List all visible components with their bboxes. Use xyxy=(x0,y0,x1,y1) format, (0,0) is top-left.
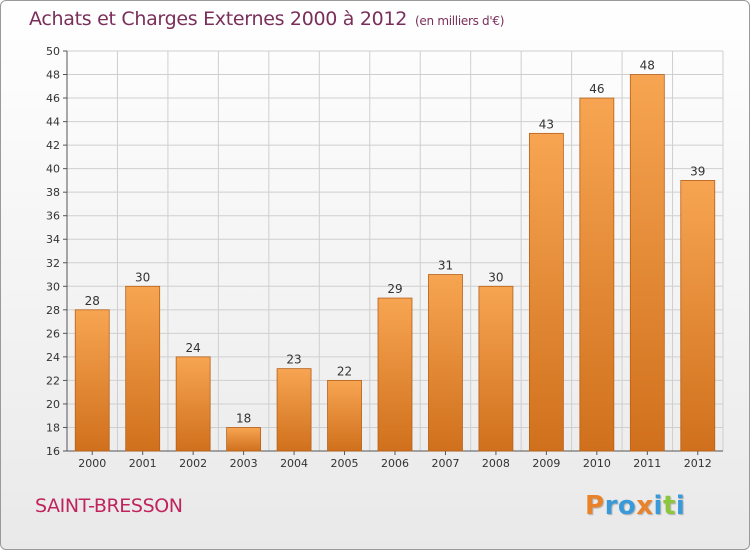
x-tick-label: 2012 xyxy=(684,457,712,470)
x-tick-label: 2010 xyxy=(583,457,611,470)
chart-title-text: Achats et Charges Externes 2000 à 2012 xyxy=(29,8,408,30)
data-label: 48 xyxy=(640,59,655,73)
y-tick-label: 20 xyxy=(46,398,60,411)
logo-letter: P xyxy=(585,491,605,521)
logo-letter: t xyxy=(662,491,676,521)
y-tick-label: 30 xyxy=(46,280,60,293)
y-tick-label: 34 xyxy=(46,233,60,246)
bar xyxy=(680,180,716,452)
y-tick-label: 32 xyxy=(46,257,60,270)
data-label: 31 xyxy=(438,259,453,273)
data-label: 22 xyxy=(337,364,352,378)
y-tick-label: 48 xyxy=(46,69,60,82)
logo-letter: i xyxy=(653,491,663,521)
bar xyxy=(276,368,312,452)
bar xyxy=(125,285,161,452)
logo-letter: x xyxy=(636,491,654,521)
data-label: 39 xyxy=(690,164,705,178)
bar xyxy=(629,74,665,452)
y-tick-label: 40 xyxy=(46,163,60,176)
data-label: 18 xyxy=(236,411,251,425)
x-tick-label: 2006 xyxy=(381,457,409,470)
y-tick-label: 18 xyxy=(46,421,60,434)
data-label: 29 xyxy=(387,282,402,296)
logo-letter: i xyxy=(675,491,686,521)
chart-title: Achats et Charges Externes 2000 à 2012 (e… xyxy=(29,8,504,30)
x-tick-label: 2003 xyxy=(230,457,258,470)
data-labels: 28 30 24 18 23 22 29 31 30 43 46 48 39 xyxy=(85,59,706,426)
y-tick-label: 22 xyxy=(46,374,60,387)
data-label: 24 xyxy=(186,341,201,355)
bar xyxy=(428,274,463,452)
data-label: 30 xyxy=(488,270,503,284)
x-tick-label: 2009 xyxy=(532,457,560,470)
logo-letter: r xyxy=(604,491,618,521)
x-tick-label: 2002 xyxy=(179,457,207,470)
bar xyxy=(377,297,413,452)
y-tick-label: 24 xyxy=(46,351,60,364)
data-label: 43 xyxy=(539,117,554,131)
axes: 16 18 20 22 24 26 28 30 32 34 36 38 40 42 44 46 48 50 2000… xyxy=(46,45,723,470)
chart-subtitle: (en milliers d'€) xyxy=(415,14,505,28)
x-tick-label: 2001 xyxy=(129,457,157,470)
y-tick-label: 50 xyxy=(46,45,60,58)
x-tick-label: 2007 xyxy=(431,457,459,470)
bar xyxy=(226,427,262,452)
bar xyxy=(528,132,564,452)
x-tick-label: 2000 xyxy=(78,457,106,470)
bar xyxy=(175,356,211,452)
proxiti-logo: Proxiti xyxy=(585,491,685,521)
y-tick-label: 26 xyxy=(46,327,60,340)
x-tick-label: 2011 xyxy=(633,457,661,470)
y-tick-label: 46 xyxy=(46,92,60,105)
bars xyxy=(74,74,716,452)
x-tick-label: 2005 xyxy=(331,457,359,470)
data-label: 30 xyxy=(135,270,150,284)
data-label: 46 xyxy=(589,82,604,96)
bar xyxy=(327,380,362,452)
y-tick-label: 42 xyxy=(46,139,60,152)
x-tick-label: 2008 xyxy=(482,457,510,470)
x-tick-label: 2004 xyxy=(280,457,308,470)
y-tick-label: 28 xyxy=(46,304,60,317)
bar xyxy=(579,97,615,452)
data-label: 23 xyxy=(286,353,301,367)
place-name: SAINT-BRESSON xyxy=(35,495,183,517)
y-tick-label: 16 xyxy=(46,445,60,458)
logo-letter: o xyxy=(617,491,637,521)
y-tick-label: 38 xyxy=(46,186,60,199)
y-tick-label: 36 xyxy=(46,210,60,223)
bar xyxy=(74,309,110,452)
bar xyxy=(478,285,514,452)
data-label: 28 xyxy=(85,294,100,308)
y-tick-label: 44 xyxy=(46,116,60,129)
